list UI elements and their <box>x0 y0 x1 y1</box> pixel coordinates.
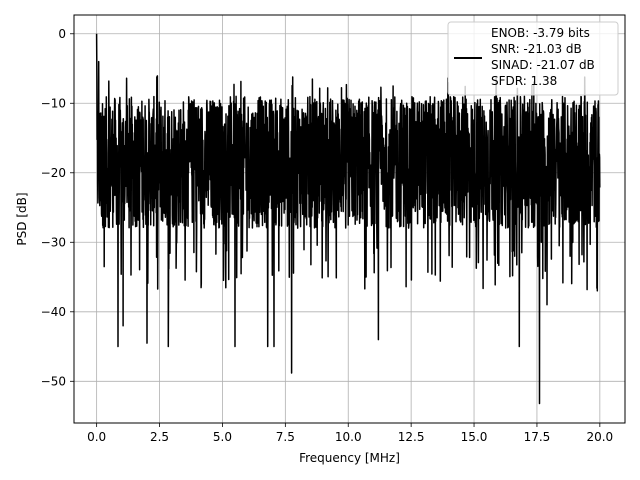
x-tick-label: 0.0 <box>87 430 106 444</box>
x-tick-label: 10.0 <box>335 430 362 444</box>
x-tick-label: 15.0 <box>461 430 488 444</box>
legend-box <box>447 21 619 96</box>
y-axis-ticks: 0 −10 −20 −30 −40 −50 <box>41 27 74 388</box>
y-axis-label: PSD [dB] <box>15 192 29 245</box>
legend-line-enob: ENOB: -3.79 bits <box>491 26 590 40</box>
x-tick-label: 5.0 <box>213 430 232 444</box>
axes-frame <box>73 14 626 424</box>
legend-line-sinad: SINAD: -21.07 dB <box>491 58 595 72</box>
psd-series-line <box>95 33 601 405</box>
x-tick-label: 20.0 <box>586 430 613 444</box>
y-tick-label: −50 <box>41 374 66 388</box>
x-tick-label: 17.5 <box>524 430 551 444</box>
y-tick-label: −20 <box>41 166 66 180</box>
legend-line-snr: SNR: -21.03 dB <box>491 42 582 56</box>
x-axis-ticks: 0.0 2.5 5.0 7.5 10.0 12.5 15.0 17.5 20.0 <box>87 423 613 444</box>
y-tick-label: −30 <box>41 235 66 249</box>
legend: ENOB: -3.79 bits SNR: -21.03 dB SINAD: -… <box>447 21 619 96</box>
y-tick-label: −40 <box>41 305 66 319</box>
legend-line-sfdr: SFDR: 1.38 <box>491 74 557 88</box>
x-tick-label: 12.5 <box>398 430 425 444</box>
x-tick-label: 7.5 <box>276 430 295 444</box>
y-tick-label: −10 <box>41 96 66 110</box>
x-axis-label: Frequency [MHz] <box>299 451 400 465</box>
y-tick-label: 0 <box>58 27 66 41</box>
x-tick-label: 2.5 <box>150 430 169 444</box>
axes <box>73 14 626 424</box>
plot-area <box>95 33 601 405</box>
